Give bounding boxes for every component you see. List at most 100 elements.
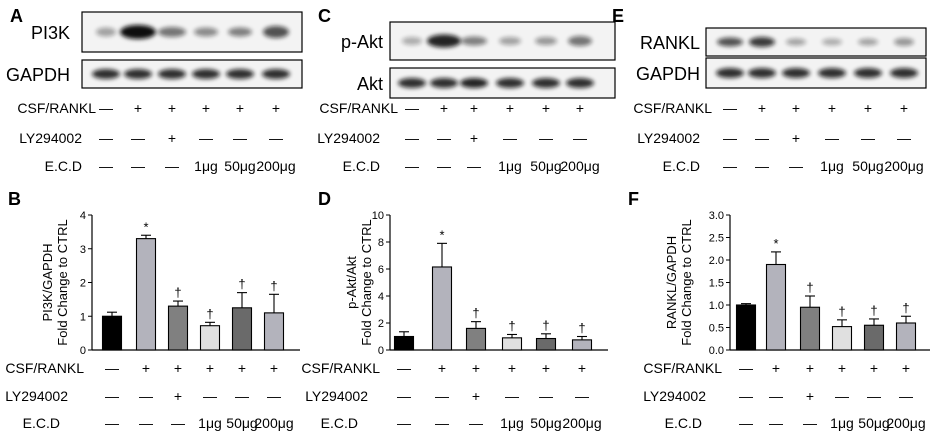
condition-mark: — xyxy=(405,130,419,146)
condition-mark: + xyxy=(440,100,448,116)
condition-mark: + xyxy=(506,100,514,116)
condition-mark: — xyxy=(267,388,281,404)
y-tick-label: 1 xyxy=(80,311,86,323)
blot-band xyxy=(749,37,775,47)
condition-mark: 200μg xyxy=(886,415,925,431)
panel-letter-A: A xyxy=(10,6,23,26)
condition-mark: — xyxy=(131,158,145,174)
y-axis-label: PI3K/GAPDH xyxy=(40,243,55,321)
condition-label: CSF/RANKL xyxy=(643,360,722,376)
condition-mark: 200μg xyxy=(256,158,295,174)
condition-mark: — xyxy=(99,100,113,116)
bar xyxy=(431,266,453,351)
significance-mark: † xyxy=(174,285,181,300)
condition-mark: — xyxy=(575,388,589,404)
condition-mark: — xyxy=(99,130,113,146)
condition-label: E.C.D xyxy=(663,158,700,174)
y-tick-label: 10 xyxy=(372,210,384,222)
significance-mark: † xyxy=(206,306,213,321)
condition-mark: 200μg xyxy=(562,415,601,431)
condition-mark: 1μg xyxy=(820,158,844,174)
bar xyxy=(571,339,593,351)
condition-mark: + xyxy=(168,130,176,146)
condition-mark: — xyxy=(105,360,119,376)
condition-mark: + xyxy=(806,360,814,376)
condition-mark: + xyxy=(902,360,910,376)
condition-mark: — xyxy=(723,100,737,116)
condition-mark: — xyxy=(233,130,247,146)
blot-band xyxy=(568,36,592,46)
blot-band xyxy=(858,38,878,46)
bar xyxy=(199,325,221,351)
blot-band xyxy=(430,78,458,88)
condition-mark: — xyxy=(897,130,911,146)
y-axis-label: Fold Change to CTRL xyxy=(359,219,374,345)
panel-letter-F: F xyxy=(628,189,639,209)
y-tick-label: 2.5 xyxy=(709,233,724,245)
condition-mark: + xyxy=(470,100,478,116)
blot-band xyxy=(532,78,560,88)
condition-mark: 200μg xyxy=(560,158,599,174)
condition-mark: 50μg xyxy=(852,158,883,174)
blot-band xyxy=(496,78,524,88)
condition-mark: + xyxy=(792,130,800,146)
condition-mark: 50μg xyxy=(226,415,257,431)
panel-letter-D: D xyxy=(318,189,331,209)
blot-band xyxy=(822,38,842,46)
condition-mark: + xyxy=(168,100,176,116)
y-tick-label: 4 xyxy=(378,291,384,303)
blot-band xyxy=(402,37,422,45)
blot-row-label: PI3K xyxy=(31,23,70,43)
blot-band xyxy=(782,68,810,78)
condition-mark: — xyxy=(467,158,481,174)
blot-band xyxy=(717,37,743,47)
blot-band xyxy=(398,78,426,88)
bar xyxy=(231,307,253,351)
y-tick-label: 1.5 xyxy=(709,278,724,290)
blot-band xyxy=(460,78,488,88)
blot-band xyxy=(192,69,220,79)
y-axis-label: Fold Change to CTRL xyxy=(679,219,694,345)
condition-mark: — xyxy=(755,130,769,146)
significance-mark: * xyxy=(143,219,148,234)
condition-mark: — xyxy=(739,388,753,404)
condition-label: CSF/RANKL xyxy=(633,100,712,116)
blot-band xyxy=(748,68,776,78)
significance-mark: † xyxy=(578,321,585,336)
condition-mark: + xyxy=(900,100,908,116)
condition-mark: — xyxy=(437,158,451,174)
condition-mark: — xyxy=(755,158,769,174)
condition-label: LY294002 xyxy=(643,388,706,404)
blot-band xyxy=(262,69,290,79)
blot-band xyxy=(120,25,156,39)
y-axis-label: Fold Change to CTRL xyxy=(55,219,70,345)
condition-mark: 1μg xyxy=(830,415,854,431)
bar xyxy=(765,263,787,351)
condition-label: LY294002 xyxy=(637,130,700,146)
condition-mark: + xyxy=(758,100,766,116)
condition-mark: 50μg xyxy=(530,415,561,431)
condition-label: E.C.D xyxy=(321,415,358,431)
y-tick-label: 0 xyxy=(378,345,384,357)
condition-mark: + xyxy=(870,360,878,376)
blot-row-label: p-Akt xyxy=(341,32,383,52)
bar xyxy=(135,238,157,351)
condition-mark: — xyxy=(825,130,839,146)
condition-mark: — xyxy=(503,130,517,146)
y-tick-label: 3 xyxy=(80,244,86,256)
condition-mark: — xyxy=(203,388,217,404)
condition-mark: + xyxy=(792,100,800,116)
y-tick-label: 8 xyxy=(378,237,384,249)
y-tick-label: 0.5 xyxy=(709,323,724,335)
condition-mark: 200μg xyxy=(254,415,293,431)
y-tick-label: 0.0 xyxy=(709,345,724,357)
condition-mark: — xyxy=(397,360,411,376)
condition-mark: — xyxy=(171,415,185,431)
blot-band xyxy=(818,68,846,78)
condition-label: E.C.D xyxy=(343,158,380,174)
bar xyxy=(895,322,917,351)
condition-mark: — xyxy=(131,130,145,146)
condition-mark: 50μg xyxy=(530,158,561,174)
panel-letter-E: E xyxy=(612,6,624,26)
condition-mark: — xyxy=(723,158,737,174)
